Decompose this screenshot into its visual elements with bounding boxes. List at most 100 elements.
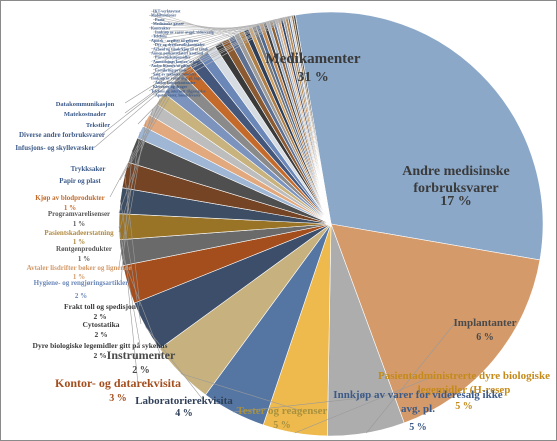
- leader-line-kontor-og-datarekvisita: [127, 284, 139, 385]
- slice-label-røntgenprodukter: Røntgenprodukter: [56, 245, 112, 253]
- leader-line-andre-lisenser-avgifter: [148, 18, 279, 66]
- slice-label-innkjøp-av-varer-for-videresalg-ikke-avg-pl: Innkjøp av varer for videresalg ikke: [333, 389, 503, 401]
- slice-pct-hygiene-og-rengjøringsartikler: 2 %: [75, 292, 87, 300]
- leader-line-telefoni-og-internett-tilgjengelse: [148, 15, 293, 92]
- slice-label-salg-av-tekniske-tjenester: Salg av tekniske tjenester: [153, 72, 197, 77]
- slice-pct-pasientskadeerstatning: 1 %: [73, 238, 85, 246]
- leader-line-arbeid-og-tilsøk-kjøp-til-at-tiltak: [150, 21, 268, 50]
- leader-line-programvarelisenser: [118, 98, 161, 214]
- slice-pct-frakt-toll-og-spedisjon: 2 %: [93, 312, 106, 321]
- slice-pct-avtaler-lisdrifter-bøker-og-lignende: 1 %: [73, 273, 85, 281]
- slice-label-diverse-andre-forbruksvarer: Diverse andre forbruksvarer: [19, 131, 105, 139]
- slice-label-telefoni-og-internett-tilgjengelse: Telefoni og internett tilgjengelse: [151, 88, 206, 93]
- leader-line-innkjøp-av-varer-avg-pl-lagr-salg: [148, 16, 287, 79]
- slice-pct-laboratorierekvisita: 4 %: [175, 408, 193, 419]
- slice-label-implantanter: Implantanter: [454, 317, 517, 329]
- slice-pct-røntgenprodukter: 1 %: [78, 255, 90, 263]
- leader-line-kjøp-av-blodprodukter: [109, 87, 169, 198]
- leader-line-forsikringspremie: [152, 17, 282, 71]
- leader-line-tester-og-reagenser: [180, 373, 303, 412]
- slice-label-innkjøp-av-varer-avg-pl-lagr-salg: Innkjøp av varer avg. pl. lagr. salg: [151, 76, 210, 81]
- leader-line-innkjøp-av-varer-for-videresalg-ikke-avg-pl: [233, 394, 389, 413]
- slice-label-pasientadministrerte-dyre-biologiske-legemidler-h-resep-line2: legemidler (H-resep: [418, 384, 511, 396]
- leader-line-apotek-avgifter-til-gebyrer: [148, 23, 262, 41]
- slice-label-apotekvarer-handelsvarer: Apotekvarer, handelsvarer: [155, 93, 201, 98]
- slice-label-innkjøp-av-varer-for-videresalg-ikke-avg-pl-line2: avg. pl.: [401, 403, 435, 415]
- slice-pct-implantanter: 6 %: [476, 332, 494, 343]
- leader-line-laboratorierekvisita: [145, 326, 205, 402]
- slice-label-proveniekjøpsmidler: Proveniekjøpsmidler: [155, 55, 191, 60]
- slice-label-arbeid-og-tilsøk-kjøp-til-at-tiltak: Arbeid og tilsøk/kjøp til at tiltak: [153, 46, 209, 51]
- slice-label-telefoni: Telefoni: [153, 34, 168, 39]
- slice-label-anmodnings-kontor-sykepl: Anmodnings kontor/ sykepl: [153, 59, 201, 64]
- slice-label-pasientadministrerte-dyre-biologiske-legemidler-h-resep: Pasientadministrerte dyre biologiske: [378, 370, 550, 382]
- slice-label-dyr-og-dyreforsøkskostnader: Dyr og dyreforsøkskostnader: [155, 42, 205, 47]
- slice-label-trykksaker: Trykksaker: [71, 165, 106, 173]
- slice-label-andre-lisenser-avgifter: Andre lisenser/avgifter: [151, 63, 190, 68]
- pie-slice-apotekvarer-handelsvarer: [293, 14, 332, 225]
- slice-label-kontrakter: Kontrakter: [151, 25, 171, 30]
- slice-label-andre-medisinske-forbruksvarer: Andre medisinske: [402, 164, 509, 179]
- leader-line-proveniekjøpsmidler: [152, 19, 274, 58]
- leader-line-frakt-toll-og-spedisjon: [124, 174, 141, 307]
- pie-slice-medikamenter: [294, 11, 544, 261]
- slice-label-ikt-verktøytest: IKT-verktøytest: [153, 9, 181, 14]
- slice-pct-tester-og-reagenser: 5 %: [273, 420, 291, 431]
- slice-label-frakt-toll-og-spedisjon: Frakt toll og spedisjon: [64, 302, 137, 311]
- leader-line-implantanter: [366, 322, 456, 434]
- leader-line-annen-pasientrelatert-kostnad: [148, 20, 271, 54]
- slice-labels: Medikamenter 31 % Andre medisinske forbruks…: [15, 9, 550, 434]
- leader-line-pasientadministrerte-dyre-biologiske-legemidler-h-resep: [294, 375, 435, 434]
- leader-line-dyr-og-dyreforsøkskostnader: [152, 22, 265, 45]
- slice-label-tester-og-reagenser: Tester og reagenser: [237, 405, 328, 417]
- leader-line-porto: [152, 19, 242, 33]
- leader-line-salg-av-tekniske-tjenester: [150, 17, 284, 75]
- slice-pct-dyre-biologiske-legemidler-gitt-på-sykehus: 2 %: [93, 351, 106, 360]
- slice-label-dyre-biologiske-legemidler-gitt-på-sykehus: Dyre biologiske legemidler gitt på sykeh…: [33, 341, 168, 350]
- slice-pct-kontor-og-datarekvisita: 3 %: [109, 393, 127, 404]
- slice-label-apotek-avgifter-til-gebyrer: Apotek - avgifter til gebyrer: [151, 38, 199, 43]
- slice-label-infusjons-og-skyllevæsker: Infusjons- og skyllevæsker: [15, 144, 94, 152]
- slice-label-datakommunikasjon: Datakommunikasjon: [56, 101, 115, 108]
- slice-label-papir-og-plast: Papir og plast: [59, 177, 101, 185]
- slice-pct-innkjøp-av-varer-for-videresalg-ikke-avg-pl: 5 %: [409, 422, 427, 433]
- slice-label-andre-medisinske-forbruksvarer-line2: forbruksvarer: [413, 181, 498, 196]
- slice-label-laboratorierekvisita: Laboratorierekvisita: [135, 395, 233, 407]
- slice-label-kontor-og-datarekvisita: Kontor- og datarekvisita: [55, 376, 181, 390]
- slice-pct-instrumenter: 2 %: [132, 365, 150, 376]
- slice-label-tekstiler: Tekstiler: [86, 122, 110, 129]
- slice-pct-andre-medisinske-forbruksvarer: 17 %: [440, 194, 472, 209]
- leader-line-anmodnings-kontor-sykepl: [150, 18, 277, 62]
- slice-label-porto: Porto: [155, 17, 165, 22]
- slice-label-annen-pasientrelatert-kostnad: Annen pasientrelatert kostnad: [151, 51, 204, 56]
- leader-line-medisinske-gasser: [150, 23, 247, 31]
- leader-line-røntgenprodukter: [123, 120, 147, 249]
- slice-label-mobiltelefoner: Mobiltelefoner: [151, 13, 177, 18]
- slice-pct-cytostatika: 2 %: [94, 330, 107, 339]
- slice-pct-programvarelisenser: 1 %: [73, 220, 85, 228]
- leader-line-ikt-verktøytest: [150, 10, 232, 38]
- leader-line-instrumenter: [120, 252, 162, 357]
- leader-line-andre-kontorkostnader: [152, 16, 289, 83]
- leader-line-avtaler-lisdrifter-bøker-og-lignende: [118, 131, 141, 268]
- pie-slices: [118, 11, 544, 437]
- slice-label-medisinske-gasser: Medisinske gasser: [153, 21, 184, 26]
- slice-label-forsikringspremie: Forsikringspremie: [155, 67, 187, 72]
- leader-line-pasientskadeerstatning: [118, 109, 154, 233]
- slice-label-programvarelisenser: Programvarelisenser: [48, 210, 110, 218]
- slice-label-medikamenter: Medikamenter: [266, 51, 361, 67]
- leader-line-infusjons-og-skyllevæsker: [94, 61, 195, 148]
- slice-pct-kjøp-av-blodprodukter: 1 %: [64, 204, 76, 212]
- leader-line-apotekvarer-handelsvarer: [152, 14, 295, 96]
- slice-label-kjøp-av-blodprodukter: Kjøp av blodprodukter: [35, 194, 105, 202]
- leader-line-tekstiler: [137, 48, 212, 125]
- pie-slice-andre-medisinske-forbruksvarer: [330, 223, 541, 424]
- slice-label-andre-kontorkostnader: Andre kontorkostnader: [155, 80, 196, 85]
- slice-pct-medikamenter: 31 %: [297, 70, 329, 85]
- slice-label-instrumenter: Instrumenter: [107, 348, 176, 362]
- slice-label-matekostnader: Matekostnader: [64, 111, 106, 118]
- slice-label-innkjøp-av-varer-avgpl-videresalg: Innkjøp av varer avgpl. videresalg: [155, 30, 214, 35]
- leader-line-cytostatika: [120, 200, 142, 325]
- leader-lines: [94, 10, 456, 434]
